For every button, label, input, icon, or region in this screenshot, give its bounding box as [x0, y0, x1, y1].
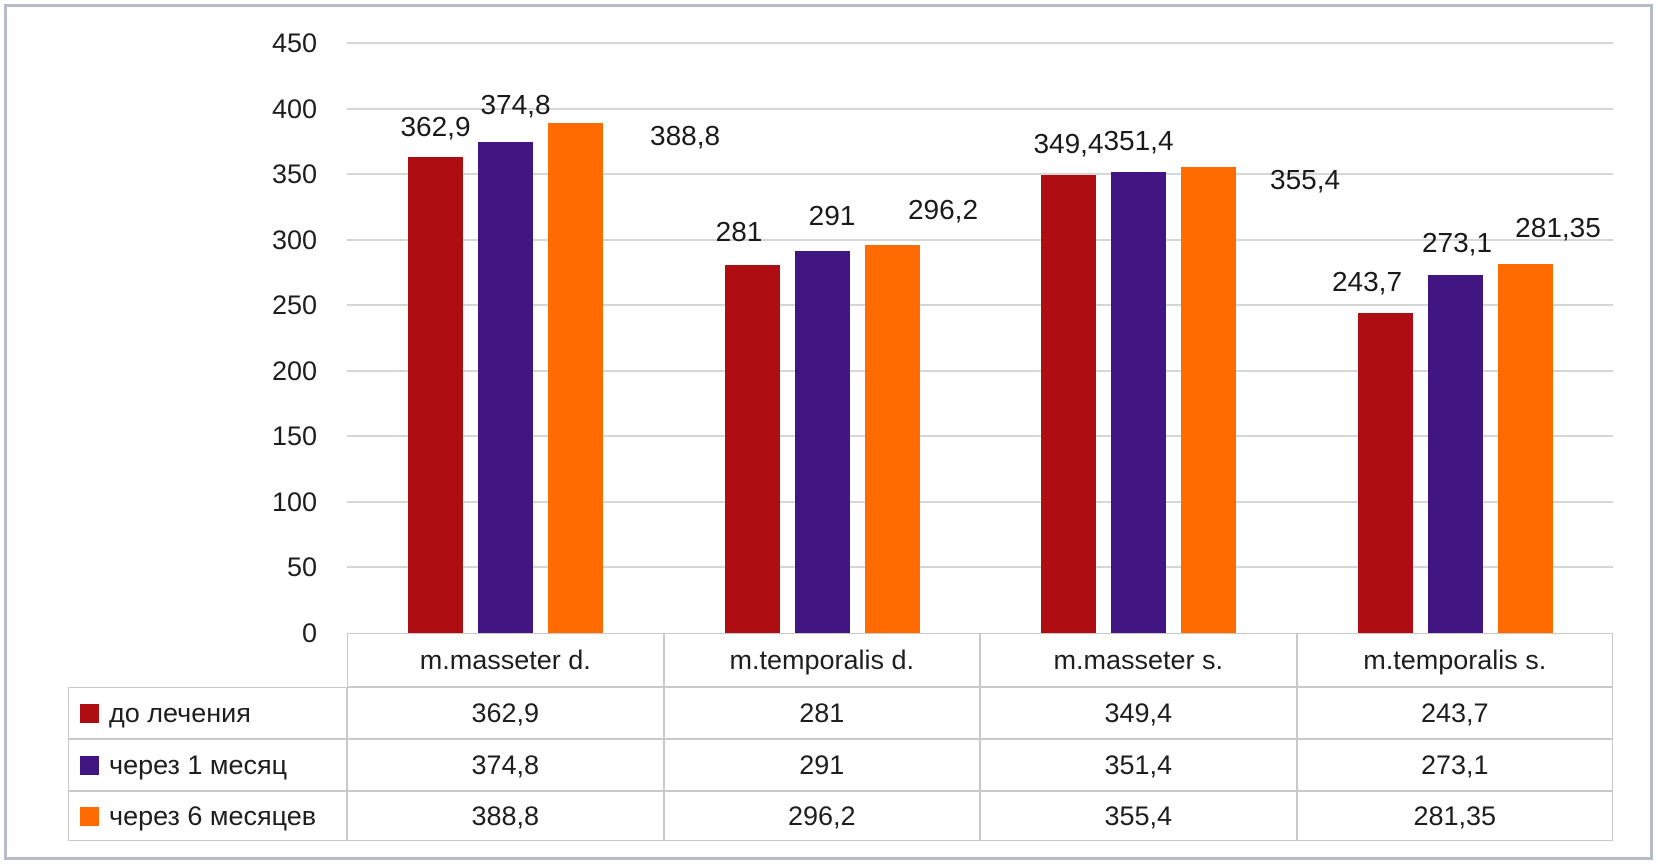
bar-value-label: 243,7 — [1331, 266, 1403, 298]
gridline-100 — [347, 500, 1613, 503]
bar-series3-cat4 — [1497, 264, 1553, 633]
bar-value-label: 362,9 — [400, 111, 471, 143]
bar-value-label: 349,4 — [1033, 127, 1104, 159]
y-tick-label-50: 50 — [286, 552, 317, 583]
bar-value-label: 281,35 — [1515, 212, 1601, 244]
table-value-series3-cat1: 388,8 — [347, 791, 664, 841]
legend-cell-series2: через 1 месяц — [68, 739, 347, 791]
table-header-4: m.temporalis s. — [1296, 633, 1613, 687]
bar-series2-cat3 — [1111, 172, 1166, 633]
legend-series-name: до лечения — [109, 697, 251, 728]
legend-series-name: через 1 месяц — [109, 749, 288, 780]
y-tick-label-200: 200 — [271, 355, 317, 386]
table-value-series3-cat3: 355,4 — [980, 791, 1297, 841]
y-tick-label-100: 100 — [271, 486, 317, 517]
table-value-series1-cat1: 362,9 — [347, 687, 664, 739]
bar-series2-cat1 — [478, 141, 533, 633]
gridline-450 — [347, 42, 1613, 44]
legend-color-swatch-icon — [80, 806, 99, 826]
legend-series-name: через 6 месяцев — [109, 800, 317, 831]
table-value-series1-cat4: 243,7 — [1296, 687, 1613, 739]
table-value-series2-cat2: 291 — [663, 739, 980, 791]
table-header-3: m.masseter s. — [980, 633, 1297, 687]
bar-value-label: 291 — [808, 200, 856, 232]
y-tick-label-400: 400 — [271, 93, 317, 124]
gridline-200 — [347, 369, 1613, 372]
table-value-series1-cat2: 281 — [663, 687, 980, 739]
gridline-400 — [347, 107, 1613, 110]
gridline-250 — [347, 304, 1613, 307]
y-tick-label-450: 450 — [271, 28, 317, 58]
table-value-series3-cat4: 281,35 — [1296, 791, 1613, 841]
gridline-50 — [347, 566, 1613, 569]
table-value-series2-cat1: 374,8 — [347, 739, 664, 791]
gridline-300 — [347, 238, 1613, 241]
y-tick-label-150: 150 — [271, 421, 317, 452]
bar-series1-cat2 — [724, 264, 780, 633]
bar-series1-cat4 — [1357, 313, 1413, 633]
bar-value-label: 281 — [715, 215, 763, 247]
bar-value-label: 374,8 — [480, 88, 551, 120]
table-value-series3-cat2: 296,2 — [663, 791, 980, 841]
bar-value-label: 388,8 — [650, 120, 721, 152]
bar-value-label: 273,1 — [1421, 226, 1493, 258]
y-tick-label-0: 0 — [301, 618, 317, 648]
y-tick-label-250: 250 — [271, 290, 317, 321]
legend-color-swatch-icon — [80, 755, 99, 775]
gridline-150 — [347, 435, 1613, 438]
legend-cell-series1: до лечения — [68, 687, 347, 739]
bar-series3-cat3 — [1181, 167, 1236, 633]
bar-series1-cat1 — [408, 157, 463, 633]
bar-series2-cat2 — [794, 251, 850, 633]
bar-series3-cat2 — [864, 244, 920, 633]
bar-value-label: 351,4 — [1103, 125, 1174, 157]
y-tick-label-350: 350 — [271, 159, 317, 190]
table-value-series2-cat4: 273,1 — [1296, 739, 1613, 791]
legend-cell-series3: через 6 месяцев — [68, 791, 347, 841]
gridline-350 — [347, 173, 1613, 176]
bar-value-label: 355,4 — [1270, 164, 1341, 196]
table-value-series1-cat3: 349,4 — [980, 687, 1297, 739]
bar-series2-cat4 — [1427, 274, 1483, 633]
bar-series1-cat3 — [1041, 174, 1096, 633]
table-header-2: m.temporalis d. — [663, 633, 980, 687]
bar-series3-cat1 — [548, 123, 603, 633]
legend-color-swatch-icon — [80, 703, 99, 723]
table-value-series2-cat3: 351,4 — [980, 739, 1297, 791]
table-header-1: m.masseter d. — [347, 633, 664, 687]
y-tick-label-300: 300 — [271, 224, 317, 255]
bar-value-label: 296,2 — [907, 193, 979, 225]
